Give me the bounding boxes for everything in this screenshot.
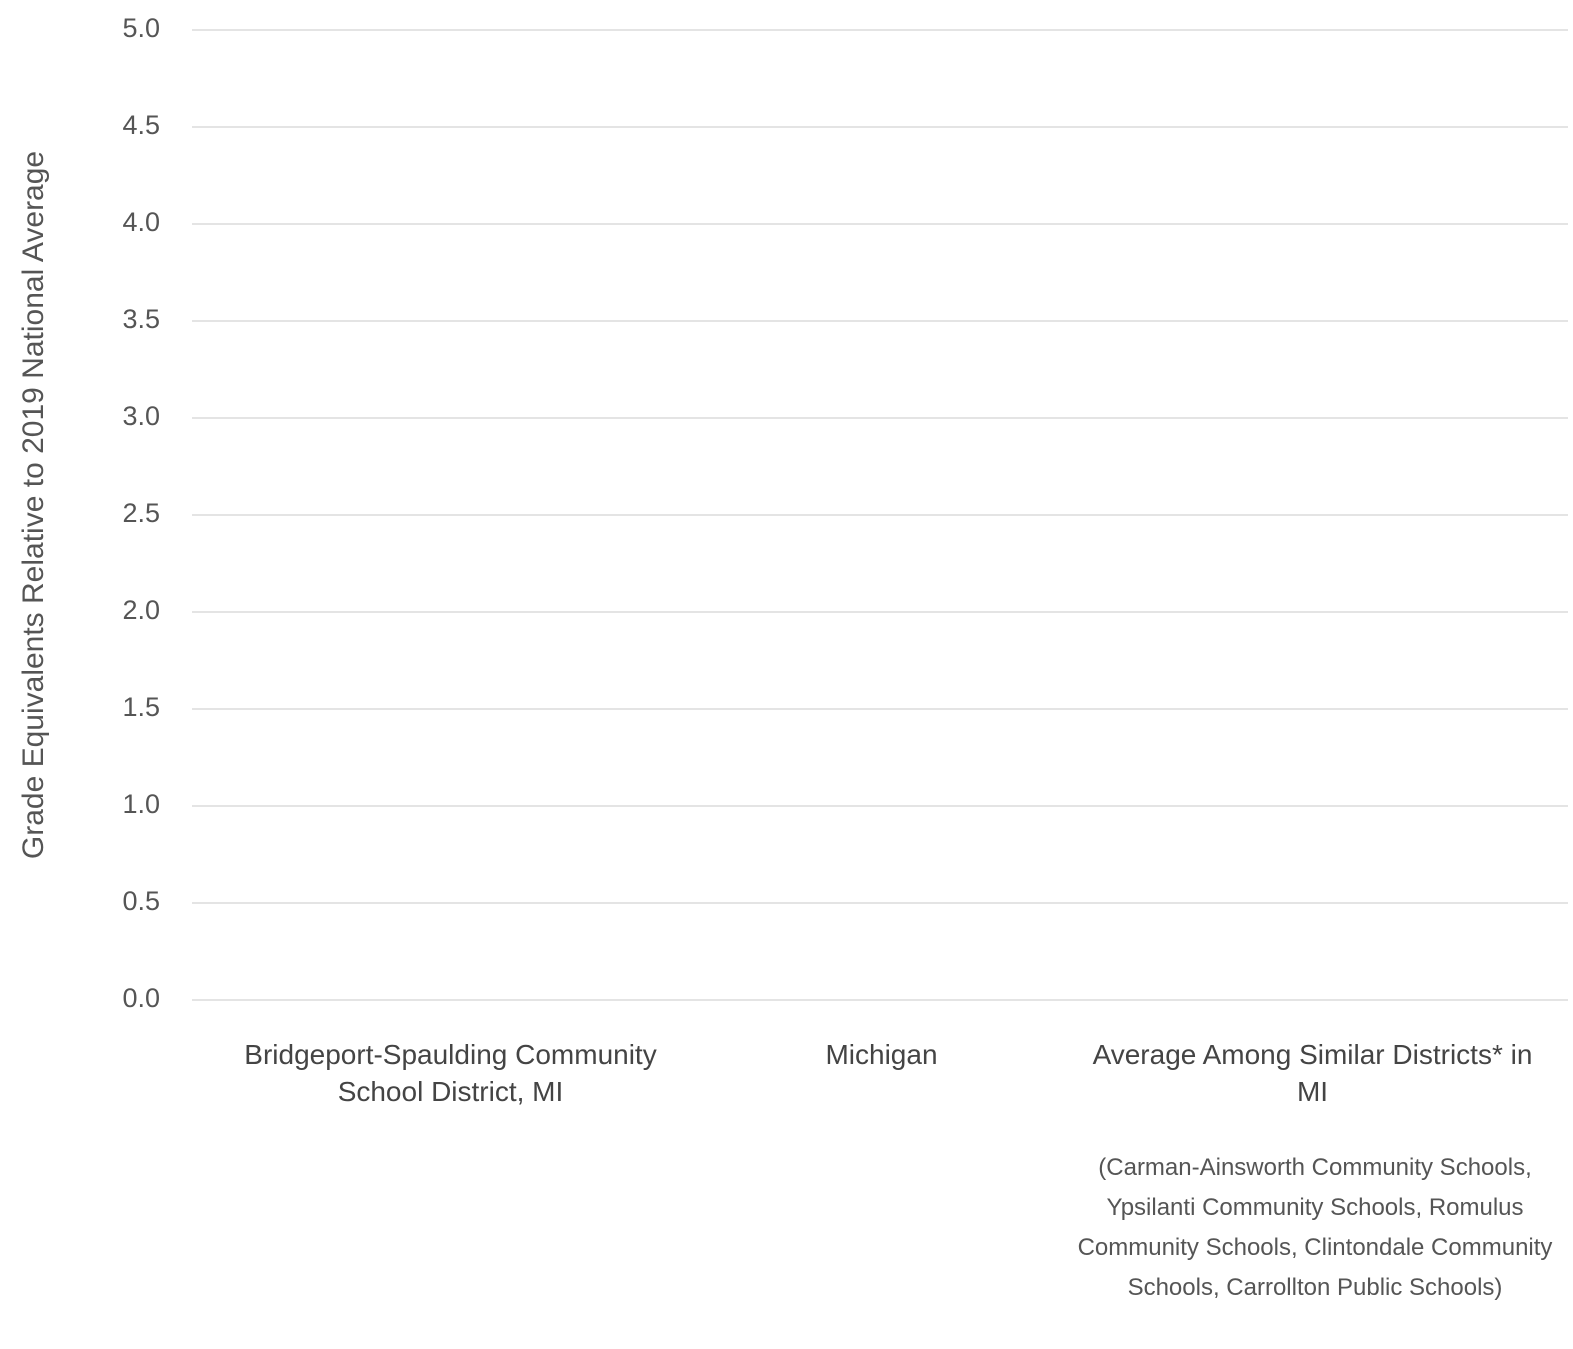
- y-tick-label: 1.5: [122, 692, 160, 722]
- y-tick-label: 0.5: [122, 886, 160, 916]
- annotation: (Carman-Ainsworth Community Schools, Yps…: [1077, 1154, 1553, 1301]
- y-tick-label: 0.0: [122, 983, 160, 1013]
- x-tick-label: Michigan: [825, 1039, 938, 1070]
- y-tick-label: 1.0: [122, 789, 160, 819]
- y-axis-label: Grade Equivalents Relative to 2019 Natio…: [17, 151, 50, 859]
- y-tick-label: 4.0: [122, 207, 160, 237]
- x-tick-label: Bridgeport-Spaulding Community School Di…: [244, 1039, 657, 1107]
- y-tick-label: 3.0: [122, 401, 160, 431]
- x-tick-label: Average Among Similar Districts* in MI: [1092, 1039, 1533, 1107]
- y-tick-label: 4.5: [122, 110, 160, 140]
- y-tick-label: 2.0: [122, 595, 160, 625]
- y-tick-label: 5.0: [122, 13, 160, 43]
- y-tick-label: 3.5: [122, 304, 160, 334]
- y-tick-label: 2.5: [122, 498, 160, 528]
